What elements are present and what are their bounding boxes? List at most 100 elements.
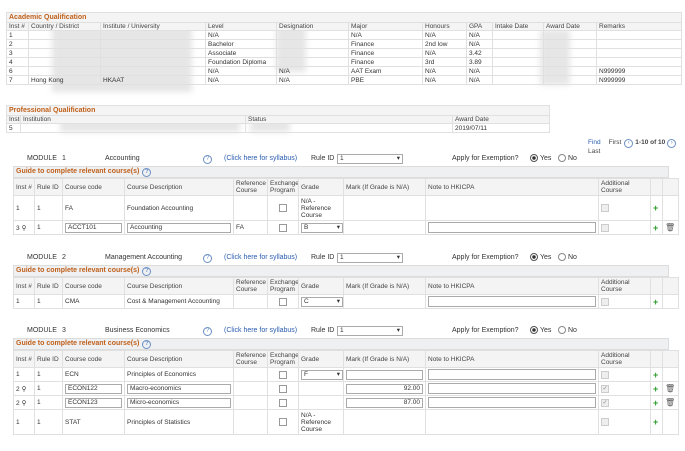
add-button[interactable]: +: [653, 417, 659, 427]
grade-select[interactable]: F ▾: [301, 369, 343, 380]
exchange-checkbox[interactable]: [279, 370, 287, 379]
exchange-checkbox[interactable]: [279, 398, 287, 407]
note-input[interactable]: [428, 296, 596, 307]
first-link[interactable]: First: [608, 139, 622, 146]
cell: Finance: [348, 57, 423, 67]
note-input[interactable]: [428, 222, 596, 233]
rule-id-select[interactable]: 1 ▾: [337, 253, 403, 263]
cell: B ▾: [298, 220, 344, 235]
help-icon[interactable]: ?: [142, 340, 152, 349]
cell: Cost & Management Accounting: [124, 294, 234, 309]
section-title: Professional Qualification: [5, 105, 551, 116]
header-row: Inst # Country / District Institute / Univ…: [6, 22, 683, 31]
note-input[interactable]: [428, 397, 596, 408]
prev-button[interactable]: ‹: [624, 139, 634, 148]
cell: [543, 48, 597, 58]
additional-checkbox[interactable]: [601, 223, 609, 232]
mark-input[interactable]: 87.00: [346, 397, 423, 408]
cell: 7: [6, 75, 29, 85]
column-header: Grade: [298, 350, 344, 368]
delete-button[interactable]: 🗑: [665, 223, 676, 232]
radio-no[interactable]: [558, 253, 566, 261]
note-input[interactable]: [428, 369, 596, 380]
add-button[interactable]: +: [653, 203, 659, 213]
help-icon[interactable]: ?: [142, 168, 152, 177]
exchange-checkbox[interactable]: [279, 223, 287, 232]
text-input[interactable]: Micro-economics: [127, 397, 231, 408]
add-button[interactable]: +: [653, 383, 659, 394]
text-input[interactable]: Accounting: [127, 222, 231, 233]
help-icon[interactable]: ?: [142, 267, 152, 276]
search-icon[interactable]: ⚲: [21, 385, 27, 393]
cell: [298, 381, 344, 396]
add-button[interactable]: +: [653, 397, 659, 408]
radio-yes[interactable]: [530, 253, 538, 261]
column-header: Rule ID: [34, 350, 63, 368]
help-icon[interactable]: ?: [203, 155, 212, 164]
cell: [100, 48, 206, 58]
cell: [28, 57, 101, 67]
note-input[interactable]: [428, 383, 596, 394]
next-button[interactable]: ›: [667, 139, 677, 148]
additional-checkbox[interactable]: [601, 418, 609, 426]
column-header: Exchange Program: [267, 178, 299, 196]
row: 6 N/A N/A AAT Exam N/A N/A N999999: [6, 66, 683, 76]
grade-select[interactable]: C ▾: [301, 296, 343, 307]
help-icon[interactable]: ?: [203, 327, 212, 336]
cell: [343, 367, 426, 382]
additional-checkbox[interactable]: [601, 297, 609, 306]
course-row: 1 1 FA Foundation Accounting N/A - Reference…: [13, 195, 679, 221]
exchange-checkbox[interactable]: [279, 418, 287, 426]
add-button[interactable]: +: [653, 369, 659, 380]
cell: N/A: [422, 75, 467, 85]
text-input[interactable]: ECON123: [65, 397, 122, 408]
add-button[interactable]: +: [653, 296, 659, 307]
delete-button[interactable]: 🗑: [665, 398, 676, 407]
cell: 1: [13, 195, 35, 221]
text-input[interactable]: ACCT101: [65, 222, 122, 233]
radio-no[interactable]: [558, 154, 566, 162]
syllabus-link[interactable]: (Click here for syllabus): [224, 254, 298, 261]
cell: 🗑: [662, 381, 679, 396]
syllabus-link[interactable]: (Click here for syllabus): [224, 155, 298, 162]
cell: [662, 294, 679, 309]
text: Principles of Statistics: [127, 418, 191, 426]
text-input[interactable]: Macro-economics: [127, 383, 231, 394]
grade-select[interactable]: B ▾: [301, 222, 343, 233]
course-row: 2 ⚲ 1 ECON122 Macro-economics 92.00 ✓ + 🗑: [13, 381, 679, 396]
syllabus-link[interactable]: (Click here for syllabus): [224, 327, 298, 334]
cell: [492, 48, 544, 58]
mark-input[interactable]: [346, 369, 423, 380]
rule-id-select[interactable]: 1 ▾: [337, 326, 403, 336]
find-link[interactable]: Find: [588, 139, 601, 146]
column-header: Exchange Program: [267, 350, 299, 368]
rule-id-select[interactable]: 1 ▾: [337, 154, 403, 164]
add-button[interactable]: +: [653, 222, 659, 233]
additional-checkbox[interactable]: ✓: [601, 384, 609, 393]
additional-checkbox[interactable]: ✓: [601, 398, 609, 407]
last-link[interactable]: Last: [588, 148, 601, 155]
apply-label: Apply for Exemption?: [452, 155, 519, 162]
text-input[interactable]: ECON122: [65, 383, 122, 394]
radio-yes[interactable]: [530, 154, 538, 162]
guide-bar: Guide to complete relevant course(s)?: [13, 265, 669, 277]
guide-bar: Guide to complete relevant course(s)?: [13, 338, 669, 350]
cell: 1: [34, 195, 63, 221]
search-icon[interactable]: ⚲: [21, 224, 27, 232]
additional-checkbox[interactable]: [601, 204, 609, 212]
mark-input[interactable]: 92.00: [346, 383, 423, 394]
cell: [595, 30, 683, 40]
delete-button[interactable]: 🗑: [665, 384, 676, 393]
exchange-checkbox[interactable]: [279, 204, 287, 212]
row: 7 Hong Kong HKAAT N/A N/A PBE N/A N/A N999999: [6, 75, 683, 85]
exchange-checkbox[interactable]: [279, 384, 287, 393]
radio-no[interactable]: [558, 326, 566, 334]
cell: [276, 30, 349, 40]
additional-checkbox[interactable]: [601, 370, 609, 379]
search-icon[interactable]: ⚲: [21, 399, 27, 407]
help-icon[interactable]: ?: [203, 254, 212, 263]
radio-yes[interactable]: [530, 326, 538, 334]
exchange-checkbox[interactable]: [279, 297, 287, 306]
cell: [598, 367, 651, 382]
cell: N999999: [595, 66, 683, 76]
